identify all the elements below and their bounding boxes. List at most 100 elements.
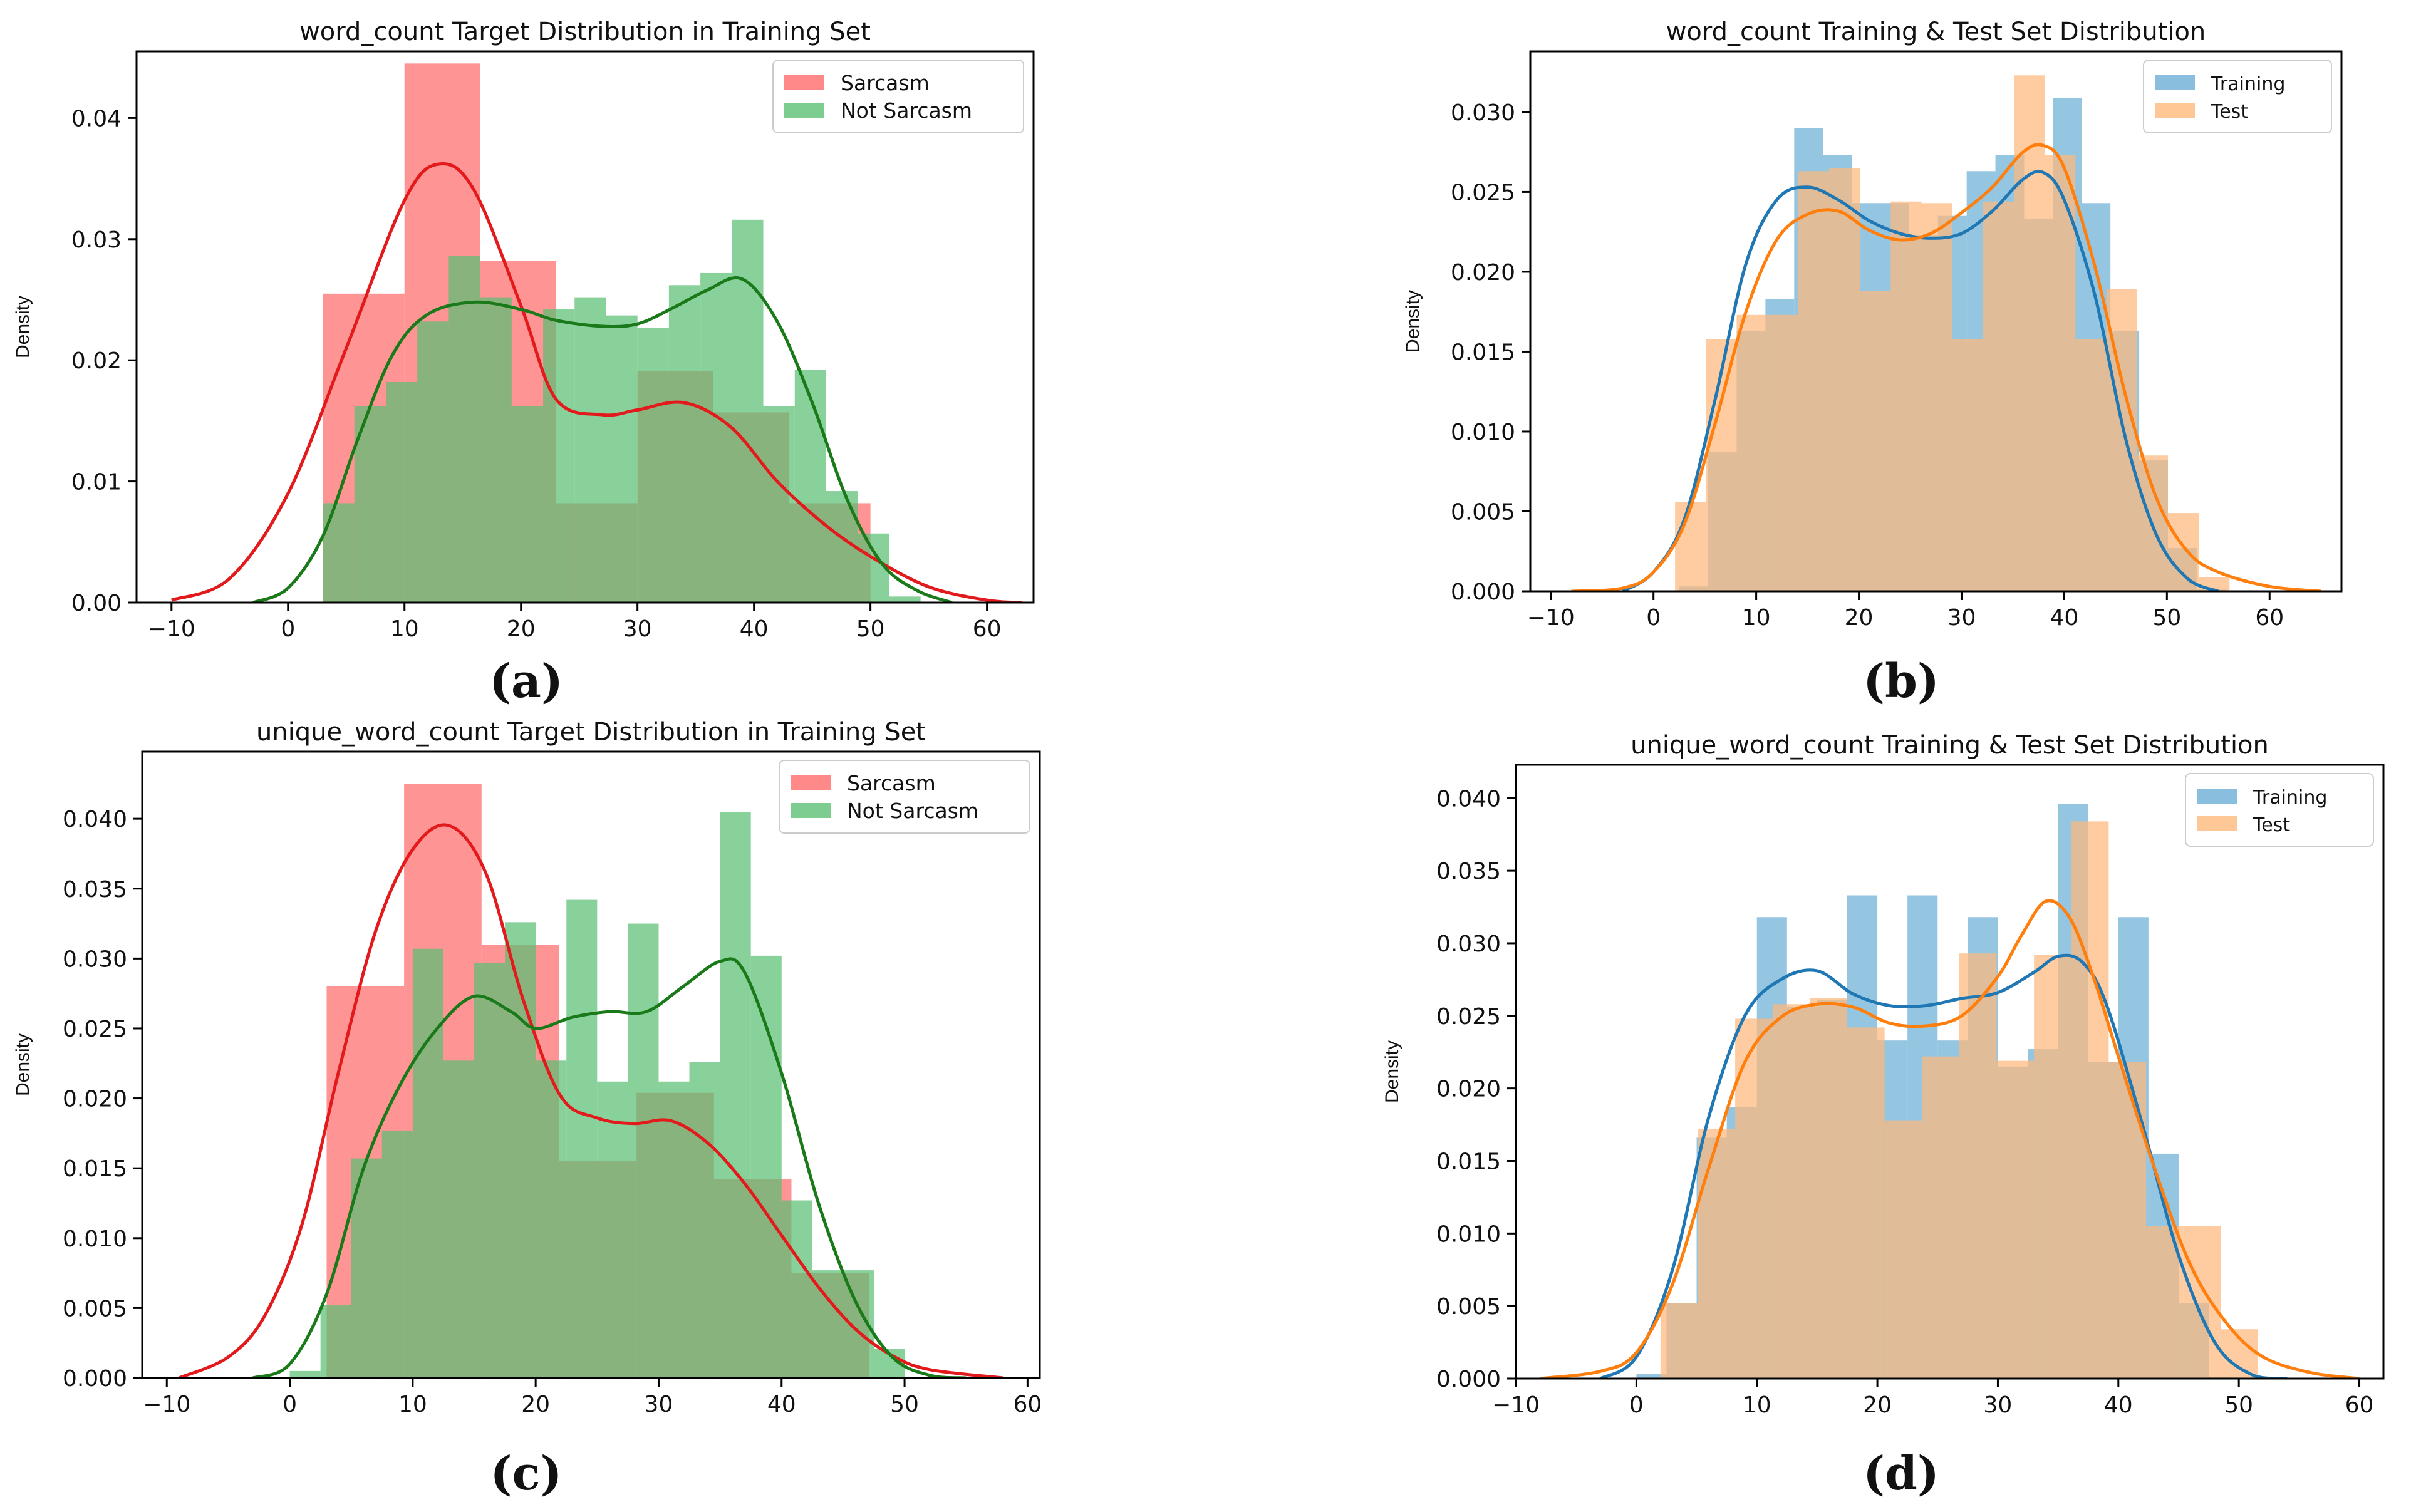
x-tick-label: 20 [1845,605,1874,631]
x-tick-label: 40 [2050,605,2078,631]
hist-bar-test-9 [1921,203,1952,591]
hist-bar-not-sarcasm-1 [323,503,355,603]
chart-title: unique_word_count Target Distribution in… [256,718,926,747]
x-tick-label: −10 [1492,1392,1540,1418]
y-tick-label: 0.000 [63,1366,127,1392]
hist-bar-not-sarcasm-15 [763,406,795,603]
hist-bar-test-5 [1798,171,1830,591]
hist-bar-test-11 [2034,955,2071,1379]
legend-label-sarcasm: Sarcasm [841,71,930,95]
hist-bar-test-8 [1922,1056,1959,1379]
chart-title: word_count Target Distribution in Traini… [299,18,871,46]
x-tick-label: 60 [2345,1392,2374,1418]
axes-frame [1515,764,2385,1380]
chart-1: −10 0 10 20 30 40 50 60 0.00 0.01 0.02 0.03 0.04 Dens… [13,18,1035,642]
x-tick-label: 30 [1947,605,1976,631]
y-tick-label: 0.010 [63,1226,127,1252]
kde-line-not-sarcasm [252,957,967,1378]
y-axis-label: Density [1403,290,1423,353]
hist-bar-not-sarcasm-3 [385,382,418,603]
kde-line-sarcasm [170,162,1022,603]
hist-bar-not-sarcasm-16 [750,955,782,1378]
y-axis-label: Density [13,1033,33,1096]
x-tick-label: 60 [2255,605,2284,631]
x-tick-label: 50 [856,616,885,642]
y-tick-label: 0.00 [71,591,122,616]
legend-swatch-training [2155,75,2195,90]
hist-bar-not-sarcasm-9 [574,297,606,603]
legend-label-not-sarcasm: Not Sarcasm [847,799,978,823]
y-tick-label: 0.000 [1436,1367,1501,1392]
y-tick-label: 0.025 [1451,180,1515,205]
kde-line-test [1571,143,2321,591]
x-tick-label: 50 [890,1392,919,1417]
x-tick-label: 60 [1013,1392,1042,1417]
hist-bar-test-4 [1772,1004,1810,1379]
hist-bar-test-13 [2045,155,2076,591]
hist-bar-not-sarcasm-12 [628,923,659,1378]
hist-bar-not-sarcasm-16 [794,370,826,603]
x-tick-label: −10 [143,1392,190,1417]
legend-label-training: Training [2253,787,2327,809]
y-tick-label: 0.025 [63,1017,127,1042]
hist-bar-not-sarcasm-15 [720,811,751,1378]
y-tick-label: 0.04 [71,106,122,132]
x-tick-label: 0 [283,1392,297,1417]
hist-bar-not-sarcasm-1 [289,1370,321,1378]
hist-bar-test-10 [1952,339,1983,591]
hist-bar-training-1 [1636,1374,1667,1379]
hist-bar-test-12 [2071,821,2109,1379]
chart-3: −10 0 10 20 30 40 50 60 0.000 0.005 0.010 0.015 0.02… [13,718,1042,1417]
y-tick-label: 0.005 [63,1296,127,1322]
hist-bar-not-sarcasm-10 [606,315,638,603]
hist-bar-not-sarcasm-7 [511,406,544,603]
y-tick-label: 0.015 [1451,339,1515,365]
hist-bar-not-sarcasm-10 [566,899,598,1378]
y-tick-label: 0.030 [63,946,127,972]
hist-bar-test-12 [2014,75,2045,591]
hist-bar-test-17 [2167,513,2199,591]
hist-bar-test-2 [1698,1129,1736,1379]
legend-swatch-test [2155,103,2195,118]
hist-bar-not-sarcasm-13 [658,1081,690,1378]
legend: Sarcasm Not Sarcasm [772,60,1024,133]
y-tick-label: 0.020 [63,1087,127,1112]
hist-bar-not-sarcasm-2 [354,406,386,603]
kde-line-training [1599,953,2288,1379]
plot-area [1571,75,2321,591]
y-tick-label: 0.035 [1436,859,1501,884]
hist-bar-test-6 [1847,1027,1885,1379]
panel-label-b: (b) [1863,655,1939,708]
hist-bar-not-sarcasm-11 [637,327,669,603]
x-tick-label: 40 [2104,1392,2133,1418]
hist-bar-test-7 [1860,291,1891,591]
legend: Training Test [2143,60,2332,133]
x-tick-label: −10 [1527,605,1575,631]
hist-bar-not-sarcasm-8 [543,309,575,603]
x-tick-label: 30 [1984,1392,2013,1418]
y-tick-label: 0.005 [1436,1294,1501,1320]
legend-label-sarcasm: Sarcasm [847,771,936,795]
x-tick-label: 10 [1742,605,1771,631]
y-tick-label: 0.000 [1451,579,1515,605]
y-tick-label: 0.025 [1436,1004,1501,1030]
y-axis-label: Density [1382,1040,1403,1103]
y-tick-label: 0.030 [1451,100,1515,126]
hist-bar-not-sarcasm-14 [689,1062,720,1378]
kde-line-not-sarcasm [252,276,953,603]
hist-bar-not-sarcasm-5 [448,256,480,603]
legend: Training Test [2185,773,2374,847]
kde-line-test [1540,899,2360,1379]
plot-area [178,784,1003,1378]
hist-bar-not-sarcasm-19 [889,596,921,603]
x-tick-label: −10 [148,616,195,642]
x-tick-label: 20 [521,1392,550,1417]
x-tick-label: 10 [1743,1392,1771,1418]
x-tick-label: 10 [390,616,419,642]
plot-area [170,63,1022,603]
hist-bar-not-sarcasm-11 [597,1081,628,1378]
hist-bar-test-5 [1810,998,1847,1379]
hist-bar-test-3 [1735,1018,1773,1379]
legend: Sarcasm Not Sarcasm [779,760,1030,834]
